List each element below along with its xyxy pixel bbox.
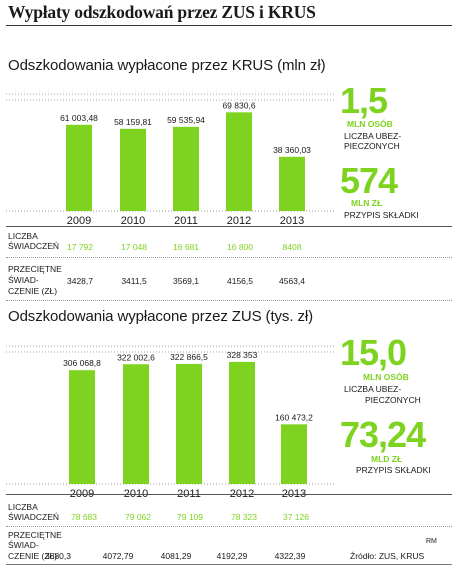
zus-table-rule	[6, 494, 452, 495]
krus-premium-unit: MLN ZŁ	[351, 198, 383, 208]
zus-avg-2013: 4322,39	[274, 551, 306, 561]
zus-avg-2009: 3880,3	[45, 551, 71, 561]
krus-insured-caption-2: PIECZONYCH	[344, 141, 400, 151]
zus-count-2010: 79 062	[125, 512, 151, 522]
zus-data-label-2012: 328 353	[227, 350, 258, 360]
krus-row-separator	[6, 257, 452, 258]
zus-count-2013: 37 126	[283, 512, 309, 522]
author-initials: RM	[426, 538, 437, 545]
zus-premium-value: 73,24	[340, 414, 426, 455]
krus-bar-2010	[120, 128, 146, 211]
zus-data-label-2013: 160 473,2	[275, 412, 313, 422]
krus-bar-2011	[173, 126, 199, 211]
krus-count-2009: 17 792	[67, 242, 93, 252]
krus-avg-2009: 3428,7	[67, 276, 93, 286]
krus-insured-unit: MLN OSÓB	[347, 119, 393, 129]
krus-count-2013: 8408	[282, 242, 302, 252]
zus-row1-label-1: LICZBA	[8, 502, 38, 512]
zus-chart-title: Odszkodowania wypłacone przez ZUS (tys. …	[8, 308, 313, 325]
krus-insured-caption-1: LICZBA UBEZ-	[344, 131, 402, 141]
krus-table-end	[6, 300, 452, 301]
zus-bar-2013	[281, 424, 307, 484]
zus-bar-2010	[123, 364, 149, 484]
zus-row1-label-2: ŚWIADCZEŃ	[8, 512, 59, 522]
krus-row1-label-1: LICZBA	[8, 231, 38, 241]
zus-avg-2010: 4072,79	[102, 551, 134, 561]
zus-insured-caption-1: LICZBA UBEZ-	[344, 384, 402, 394]
zus-insured-caption-2: PIECZONYCH	[365, 395, 421, 405]
krus-bar-2012	[226, 112, 252, 211]
krus-x-tick-2010: 2010	[121, 215, 145, 227]
krus-data-label-2010: 58 159,81	[114, 117, 152, 127]
krus-table-rule	[6, 226, 452, 227]
krus-premium-value: 574	[340, 160, 398, 201]
krus-premium-caption: PRZYPIS SKŁADKI	[344, 210, 419, 220]
zus-data-label-2009: 306 068,8	[63, 358, 101, 368]
zus-premium-unit: MLD ZŁ	[371, 454, 403, 464]
zus-row2-label-2: ŚWIAD-	[8, 540, 39, 550]
krus-count-2010: 17 048	[121, 242, 147, 252]
krus-row2-label-3: CZENIE (ZŁ)	[8, 286, 58, 296]
krus-bar-2009	[66, 124, 92, 211]
zus-row-separator	[6, 526, 452, 527]
krus-x-tick-2013: 2013	[280, 215, 304, 227]
krus-row2-label-2: ŚWIAD-	[8, 275, 39, 285]
zus-insured-value: 15,0	[340, 332, 407, 373]
krus-count-2012: 16 800	[227, 242, 253, 252]
page-title: Wypłaty odszkodowań przez ZUS i KRUS	[8, 2, 316, 22]
krus-data-label-2011: 59 535,94	[167, 115, 205, 125]
zus-data-label-2010: 322 002,6	[117, 352, 155, 362]
zus-data-label-2011: 322 866,5	[170, 352, 208, 362]
krus-data-label-2012: 69 830,6	[222, 100, 255, 110]
krus-bar-2013	[279, 156, 305, 211]
zus-count-2011: 79 109	[177, 512, 203, 522]
zus-count-2012: 78 323	[231, 512, 257, 522]
zus-avg-2012: 4192,29	[216, 551, 248, 561]
zus-count-2009: 78 683	[71, 512, 97, 522]
zus-row2-label-1: PRZECIĘTNE	[8, 530, 62, 540]
zus-row2-label-3: CZENIE (ZŁ)	[8, 551, 58, 561]
title-rule	[6, 25, 452, 26]
zus-avg-2011: 4081,29	[160, 551, 192, 561]
krus-chart-title: Odszkodowania wypłacone przez KRUS (mln …	[8, 57, 326, 74]
krus-avg-2012: 4156,5	[227, 276, 253, 286]
zus-bar-2012	[229, 361, 255, 484]
krus-count-2011: 16 681	[173, 242, 199, 252]
krus-bar-chart: 61 003,48 2009 58 159,81 2010 59 535,94 2011 6…	[6, 93, 336, 227]
zus-bar-2009	[69, 370, 95, 484]
krus-insured-value: 1,5	[340, 80, 388, 121]
krus-row2-label-1: PRZECIĘTNE	[8, 264, 62, 274]
krus-avg-2010: 3411,5	[121, 276, 147, 286]
krus-x-tick-2009: 2009	[67, 215, 91, 227]
krus-data-label-2009: 61 003,48	[60, 113, 98, 123]
krus-row1-label-2: ŚWIADCZEŃ	[8, 241, 59, 251]
krus-avg-2011: 3569,1	[173, 276, 199, 286]
zus-bar-2011	[176, 363, 202, 484]
zus-premium-caption: PRZYPIS SKŁADKI	[356, 465, 431, 475]
krus-avg-2013: 4563,4	[279, 276, 305, 286]
source-note: Źródło: ZUS, KRUS	[350, 551, 425, 561]
krus-x-tick-2012: 2012	[227, 215, 251, 227]
krus-x-tick-2011: 2011	[174, 215, 198, 227]
bottom-rule	[6, 564, 452, 565]
zus-insured-unit: MLN OSÓB	[363, 372, 409, 382]
krus-data-label-2013: 38 360,03	[273, 145, 311, 155]
